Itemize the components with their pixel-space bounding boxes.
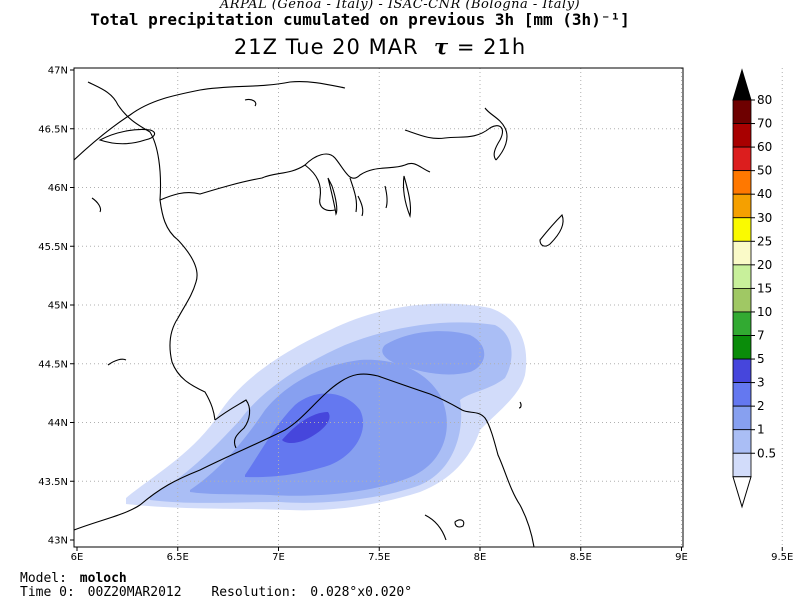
lake-iseo — [384, 185, 388, 209]
colorbar-label: 5 — [757, 352, 765, 366]
colorbar-label: 3 — [757, 376, 765, 390]
colorbar-box — [732, 452, 752, 478]
colorbar-top-triangle — [732, 68, 752, 101]
lat-tick-label: 43.5N — [38, 477, 68, 488]
colorbar-box — [732, 311, 752, 336]
lon-tick-label: 8E — [474, 552, 487, 563]
lat-tick-label: 46.5N — [38, 124, 68, 135]
coastline-ligurian — [74, 373, 535, 547]
colorbar-label: 25 — [757, 234, 772, 248]
lon-tick-label: 9E — [675, 552, 688, 563]
elba-island — [454, 519, 465, 528]
border-austria-italy — [404, 125, 503, 161]
border-lake-region — [304, 164, 336, 212]
colorbar-label: 2 — [757, 399, 765, 413]
island-small-3 — [91, 197, 102, 213]
time0-value: 00Z20MAR2012 — [88, 585, 182, 600]
map-title: Total precipitation cumulated on previou… — [90, 10, 630, 29]
colorbar-label: 7 — [757, 329, 765, 343]
coastlines-and-borders — [74, 81, 564, 547]
lake-garda — [402, 175, 412, 218]
colorbar-label: 80 — [757, 93, 772, 107]
colorbar-box — [732, 99, 752, 124]
precip-area-5mm — [282, 412, 330, 443]
model-label: Model: — [20, 571, 67, 586]
map-frame — [73, 67, 684, 548]
border-northeast — [484, 107, 508, 161]
lat-tick-label: 46N — [48, 183, 68, 194]
colorbar-label: 40 — [757, 187, 772, 201]
lake-como — [349, 177, 364, 217]
lon-tick-label: 8.5E — [570, 552, 592, 563]
resolution-label: Resolution: — [211, 585, 297, 600]
lat-tick-label: 44.5N — [38, 359, 68, 370]
colorbar-labels: 80 70 60 50 40 30 25 20 15 10 7 5 3 2 1 0.5 — [751, 93, 776, 460]
colorbar-label: 50 — [757, 164, 772, 178]
lat-lon-grid — [74, 68, 783, 547]
colorbar-bottom-triangle — [732, 476, 752, 509]
valid-time: 21Z Tue 20 MAR — [233, 35, 419, 59]
lon-tick-label: 6.5E — [167, 552, 189, 563]
colorbar-box — [732, 264, 752, 289]
colorbar-label: 20 — [757, 258, 772, 272]
lon-tick-label: 7.5E — [368, 552, 390, 563]
colorbar-boxes — [732, 68, 752, 509]
colorbar-box — [732, 335, 752, 360]
colorbar-box — [732, 123, 752, 148]
border-slovenia-region — [539, 214, 564, 247]
latitude-labels: 47N 46.5N 46N 45.5N 45N 44.5N 44N 43.5N 43N — [38, 66, 74, 547]
island-small-1 — [107, 358, 127, 366]
colorbar-box — [732, 382, 752, 407]
colorbar-box — [732, 146, 752, 172]
border-switzerland-italy — [159, 153, 431, 201]
forecast-lead-time: = 21h — [456, 35, 527, 59]
lat-tick-label: 47N — [48, 66, 68, 77]
valid-time-line: 21Z Tue 20 MAR τ = 21h — [0, 34, 760, 59]
colorbar-label: 60 — [757, 140, 772, 154]
lat-tick-label: 45N — [48, 301, 68, 312]
colorbar-label: 0.5 — [757, 446, 776, 460]
tau-symbol: τ — [434, 34, 450, 59]
colorbar-box — [732, 429, 752, 454]
lat-tick-label: 45.5N — [38, 242, 68, 253]
colorbar-box — [732, 240, 752, 266]
resolution-value: 0.028°x0.020° — [310, 585, 412, 600]
island-small-4 — [518, 401, 522, 409]
border-france-italy — [214, 399, 251, 449]
colorbar-box — [732, 405, 752, 431]
colorbar-label: 70 — [757, 117, 772, 131]
colorbar-label: 15 — [757, 281, 772, 295]
time0-label: Time 0: — [20, 585, 75, 600]
border-france-switzerland — [87, 81, 216, 421]
colorbar-label: 1 — [757, 423, 765, 437]
colorbar-label: 30 — [757, 211, 772, 225]
lon-tick-label: 7E — [272, 552, 285, 563]
run-info-line: Time 0: 00Z20MAR2012 Resolution: 0.028°x… — [20, 585, 412, 600]
precipitation-shading — [126, 303, 527, 511]
lat-tick-label: 44N — [48, 418, 68, 429]
lat-tick-label: 43N — [48, 536, 68, 547]
colorbar-label: 10 — [757, 305, 772, 319]
model-line: Model: moloch — [20, 571, 127, 586]
corsica-tip — [424, 514, 447, 541]
colorbar-box — [732, 358, 752, 383]
island-small-2 — [244, 98, 257, 107]
border-switzerland-north — [74, 81, 346, 161]
lake-geneva — [98, 128, 156, 145]
organizations-line: ARPAL (Genoa - Italy) - ISAC-CNR (Bologn… — [219, 0, 581, 12]
colorbar-box — [732, 193, 752, 219]
colorbar-box — [732, 287, 752, 313]
lon-tick-label: 6E — [71, 552, 84, 563]
colorbar-box — [732, 217, 752, 242]
lon-tick-label: 9.5E — [771, 552, 793, 563]
model-value: moloch — [80, 571, 127, 586]
colorbar-box — [732, 170, 752, 195]
lake-maggiore — [327, 177, 338, 216]
